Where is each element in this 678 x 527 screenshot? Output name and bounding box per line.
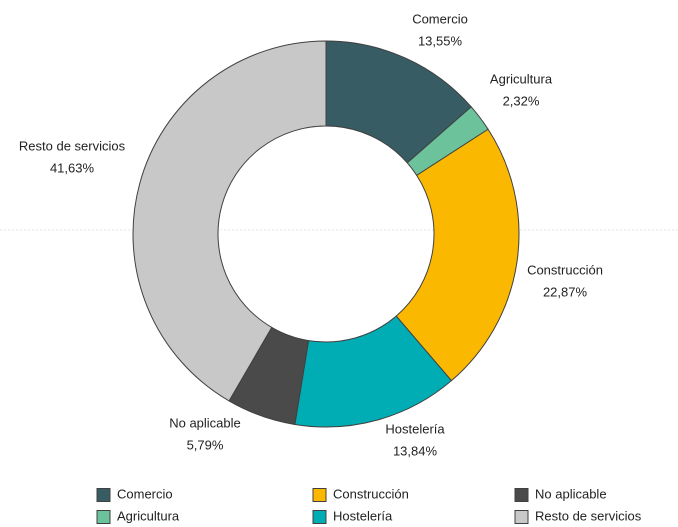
legend-label: Hostelería (333, 508, 393, 523)
donut-segment (132, 40, 327, 402)
legend-label: Comercio (117, 486, 173, 501)
legend-swatch (96, 488, 111, 502)
data-label-name: Comercio (412, 11, 468, 26)
data-label-name: Resto de servicios (19, 138, 126, 153)
legend-swatch (312, 510, 327, 524)
legend-label: Agricultura (117, 508, 180, 523)
data-label-value: 5,79% (187, 437, 224, 452)
data-label-name: Hostelería (385, 421, 445, 436)
legend-label: Construcción (333, 486, 409, 501)
data-label-name: Construcción (527, 262, 603, 277)
donut-segment (395, 128, 520, 382)
legend-label: No aplicable (535, 486, 607, 501)
data-label-value: 13,55% (418, 33, 463, 48)
legend-swatch (514, 510, 529, 524)
data-label-value: 22,87% (543, 284, 588, 299)
data-label-value: 13,84% (393, 443, 438, 458)
legend-swatch (96, 510, 111, 524)
data-label-value: 2,32% (503, 93, 540, 108)
data-label-value: 41,63% (50, 160, 95, 175)
legend-label: Resto de servicios (535, 508, 642, 523)
legend-swatch (312, 488, 327, 502)
data-label-name: No aplicable (169, 415, 241, 430)
data-label-name: Agricultura (490, 71, 553, 86)
legend-swatch (514, 488, 529, 502)
